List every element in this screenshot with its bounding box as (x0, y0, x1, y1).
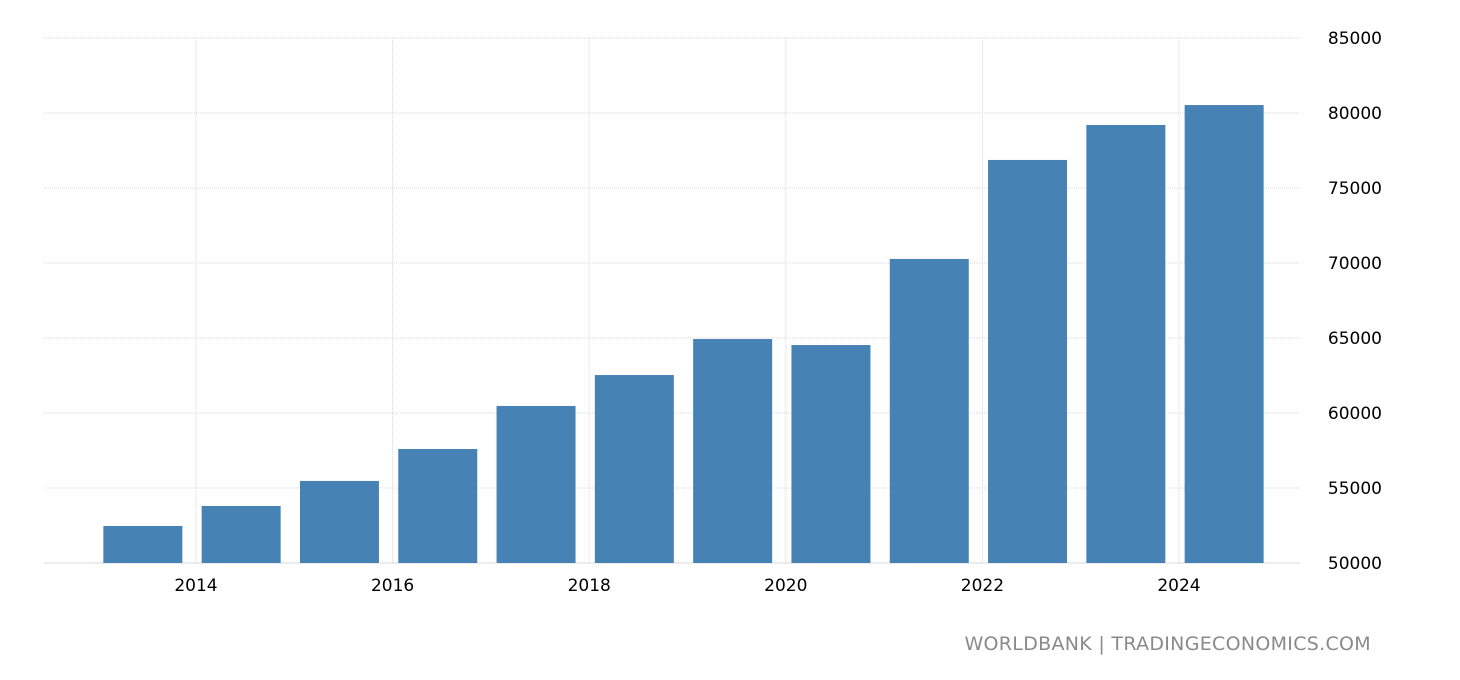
x-tick-label: 2020 (764, 576, 807, 596)
y-tick-label: 75000 (1328, 179, 1382, 199)
bar-2013 (103, 525, 183, 563)
x-tick-label: 2018 (568, 576, 611, 596)
bar-2018 (594, 375, 674, 563)
bar-2014 (201, 506, 281, 563)
y-tick-label: 55000 (1328, 479, 1382, 499)
bar-2020 (791, 345, 871, 563)
x-tick-label: 2016 (371, 576, 414, 596)
bar-2019 (693, 339, 773, 563)
y-tick-label: 85000 (1328, 29, 1382, 49)
bar-2015 (299, 480, 379, 563)
bar-2017 (496, 405, 576, 563)
y-tick-label: 60000 (1328, 404, 1382, 424)
y-tick-label: 65000 (1328, 329, 1382, 349)
bar-2021 (889, 258, 969, 563)
bar-2022 (988, 159, 1068, 563)
bar-2024 (1184, 105, 1264, 564)
x-tick-label: 2014 (174, 576, 217, 596)
y-tick-label: 80000 (1328, 104, 1382, 124)
bar-2023 (1086, 125, 1166, 563)
y-tick-label: 50000 (1328, 554, 1382, 574)
x-tick-label: 2024 (1157, 576, 1200, 596)
source-watermark: WORLDBANK | TRADINGECONOMICS.COM (964, 633, 1371, 655)
bar-2016 (398, 449, 478, 563)
x-tick-label: 2022 (961, 576, 1004, 596)
y-tick-label: 70000 (1328, 254, 1382, 274)
